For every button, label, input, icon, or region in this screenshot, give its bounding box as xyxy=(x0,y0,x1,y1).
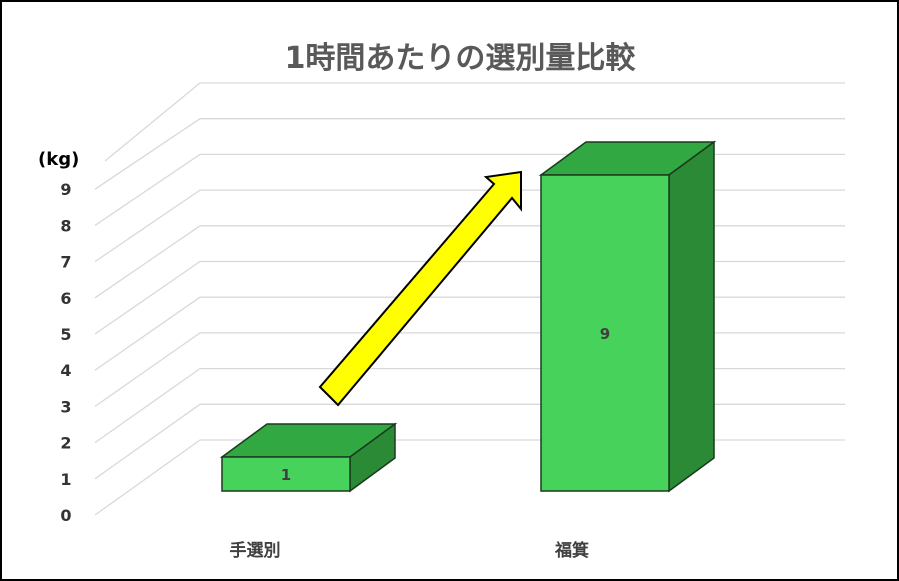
category-label: 福箕 xyxy=(554,540,589,561)
y-tick-label: 1 xyxy=(60,470,71,489)
y-tick-label: 4 xyxy=(60,361,71,380)
y-axis-unit-label: (kg) xyxy=(38,149,79,170)
category-labels: 手選別 福箕 xyxy=(230,540,590,561)
data-labels: 19 xyxy=(281,325,610,484)
y-tick-label: 9 xyxy=(60,180,71,199)
chart-title: 1時間あたりの選別量比較 xyxy=(285,41,637,76)
y-tick-label: 7 xyxy=(60,253,71,272)
y-tick-label: 5 xyxy=(60,325,71,344)
trend-arrow xyxy=(318,170,522,407)
y-tick-label: 8 xyxy=(60,216,71,235)
gridline xyxy=(94,118,845,190)
gridline xyxy=(104,82,845,162)
y-tick-label: 3 xyxy=(60,397,71,416)
y-tick-label: 2 xyxy=(60,434,71,453)
y-tick-label: 6 xyxy=(60,289,71,308)
data-label: 9 xyxy=(600,325,610,343)
bar xyxy=(540,174,670,492)
y-tick-label: 0 xyxy=(60,506,71,525)
category-label: 手選別 xyxy=(230,540,281,561)
bar-side-face xyxy=(668,140,715,493)
bars xyxy=(219,140,717,493)
bar xyxy=(221,456,351,492)
gridlines xyxy=(94,82,845,516)
data-label: 1 xyxy=(281,466,291,484)
y-tick-labels: 0 1 2 3 4 5 6 7 8 9 xyxy=(60,180,71,525)
